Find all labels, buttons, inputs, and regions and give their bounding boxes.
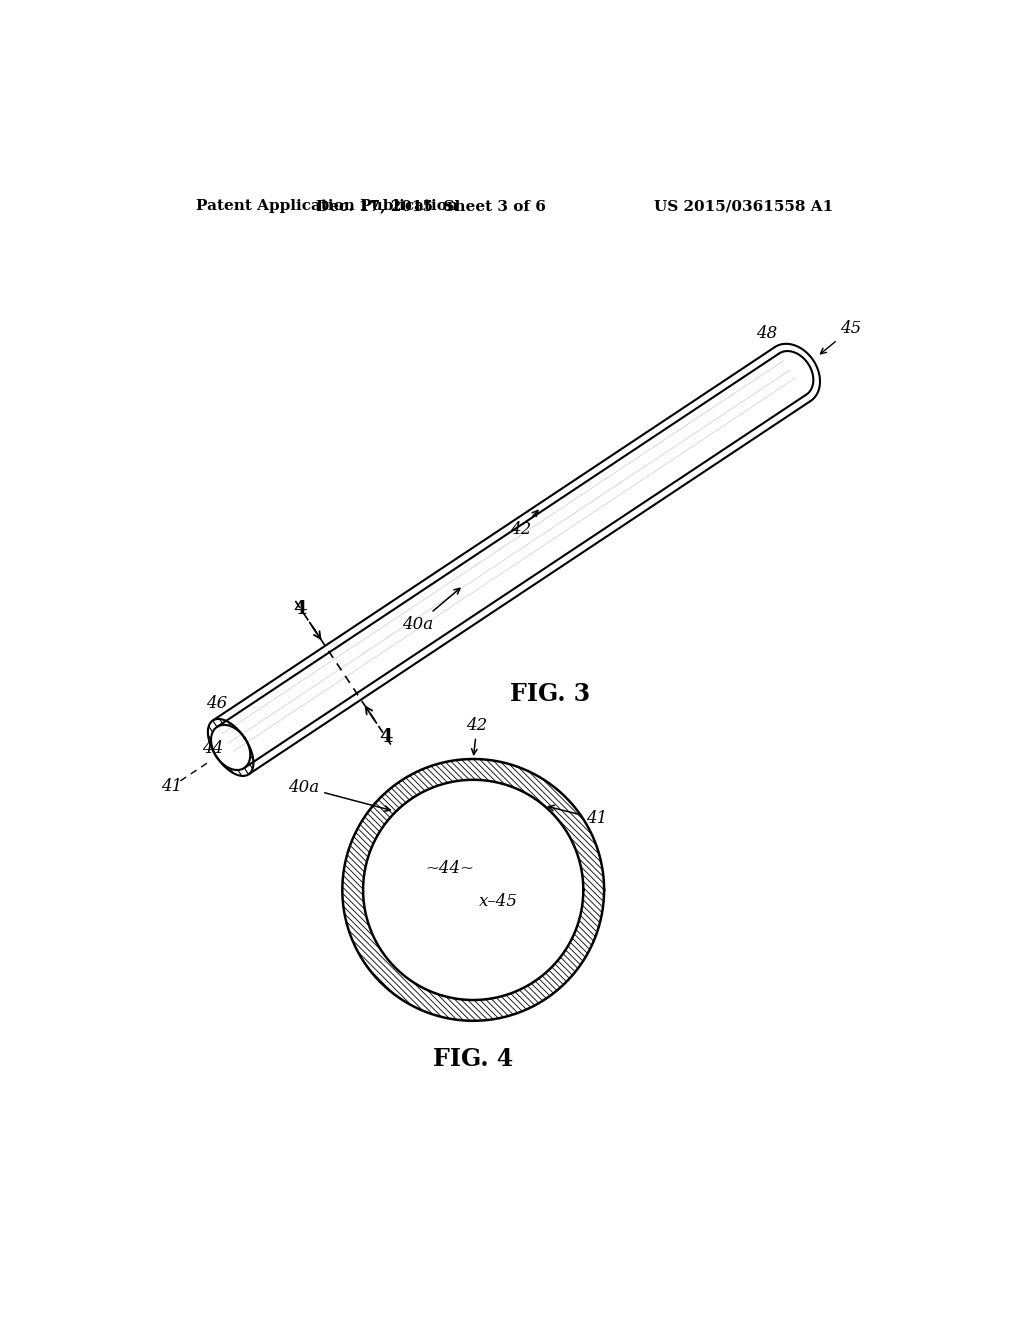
Text: 4: 4 bbox=[294, 599, 307, 618]
Text: 48: 48 bbox=[756, 325, 777, 342]
Text: Dec. 17, 2015  Sheet 3 of 6: Dec. 17, 2015 Sheet 3 of 6 bbox=[316, 199, 546, 213]
Text: 46: 46 bbox=[206, 696, 226, 711]
Text: 44: 44 bbox=[202, 741, 223, 758]
Text: FIG. 3: FIG. 3 bbox=[510, 681, 590, 706]
Text: 41: 41 bbox=[548, 805, 607, 828]
Polygon shape bbox=[342, 759, 604, 1020]
Text: 41: 41 bbox=[161, 779, 182, 795]
Text: 4: 4 bbox=[379, 727, 392, 746]
Text: 40a: 40a bbox=[401, 589, 460, 632]
Text: FIG. 4: FIG. 4 bbox=[433, 1047, 513, 1072]
Text: 42: 42 bbox=[510, 511, 538, 539]
Text: ~44~: ~44~ bbox=[426, 859, 474, 876]
Text: US 2015/0361558 A1: US 2015/0361558 A1 bbox=[654, 199, 834, 213]
Text: 45: 45 bbox=[820, 321, 861, 354]
Polygon shape bbox=[364, 780, 584, 1001]
Text: Patent Application Publication: Patent Application Publication bbox=[196, 199, 458, 213]
Text: 40a: 40a bbox=[288, 779, 390, 812]
Text: 42: 42 bbox=[467, 717, 487, 755]
Text: x–45: x–45 bbox=[479, 892, 518, 909]
